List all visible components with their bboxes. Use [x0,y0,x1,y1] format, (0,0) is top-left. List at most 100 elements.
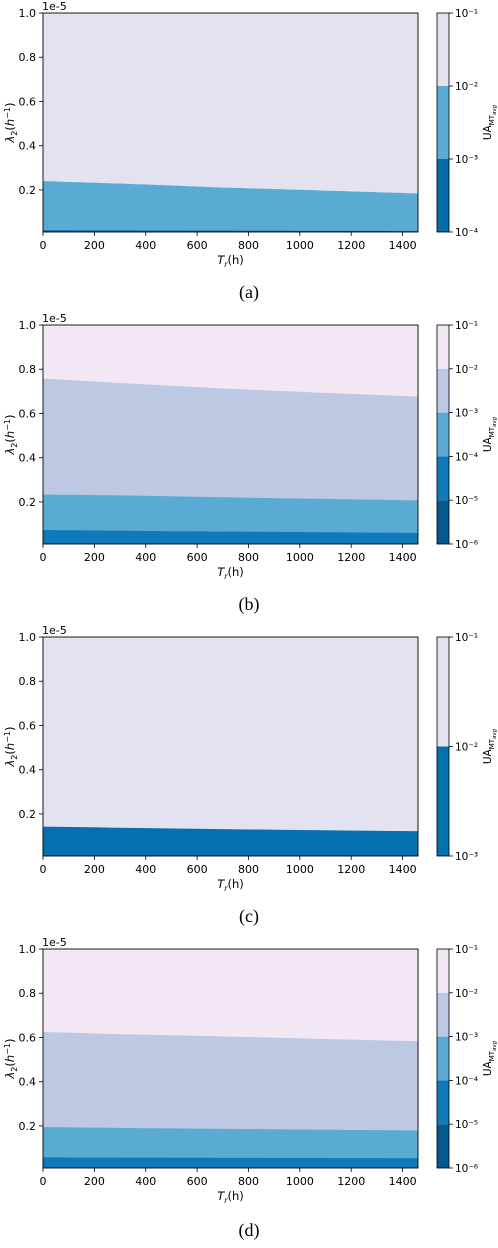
colorbar-tick-label: 10⁻⁶ [455,1163,478,1175]
y-tick-label: 0.2 [19,1120,37,1133]
y-axis-label: λ2(h−1) [3,727,19,768]
x-tick-label: 1400 [389,551,417,564]
colorbar-tick-label: 10⁻⁴ [455,1075,478,1087]
colorbar-segment [437,1080,449,1124]
colorbar-label: UAMTavg [482,416,498,452]
colorbar-tick-label: 10⁻⁵ [455,495,478,507]
y-tick-label: 0.8 [19,675,37,688]
colorbar-segment [437,1037,449,1081]
colorbar-segment [437,325,449,369]
colorbar-tick-label: 10⁻⁶ [455,539,478,551]
y-axis-label: λ2(h−1) [3,1039,19,1080]
y-tick-label: 0.4 [19,764,37,777]
x-tick-label: 0 [40,1175,47,1188]
x-tick-label: 1000 [286,551,314,564]
y-tick-label: 0.6 [19,95,37,108]
y-tick-label: 0.2 [19,808,37,821]
x-tick-label: 1400 [389,239,417,252]
contour-band [43,637,418,856]
x-tick-label: 600 [187,1175,208,1188]
x-tick-label: 800 [238,239,259,252]
x-axis-label: Tr(h) [217,565,244,581]
colorbar-segment [437,637,449,747]
y-offset-text: 1e-5 [42,0,67,13]
colorbar-segment [437,500,449,544]
x-tick-label: 400 [135,239,156,252]
x-tick-label: 1000 [286,239,314,252]
x-axis-label: Tr(h) [217,253,244,269]
y-tick-label: 0.4 [19,1076,37,1089]
colorbar-tick-label: 10⁻² [455,81,478,93]
x-tick-label: 1200 [337,551,365,564]
x-tick-label: 0 [40,239,47,252]
colorbar-segment [437,993,449,1037]
x-tick-label: 400 [135,863,156,876]
colorbar-tick-label: 10⁻¹ [455,632,478,644]
y-tick-label: 0.6 [19,719,37,732]
x-tick-label: 200 [84,551,105,564]
colorbar-segment [437,159,449,232]
colorbar-segment [437,1124,449,1168]
x-tick-label: 600 [187,863,208,876]
x-tick-label: 1200 [337,863,365,876]
y-axis-label: λ2(h−1) [3,103,19,144]
colorbar-tick-label: 10⁻⁴ [455,451,478,463]
x-tick-label: 200 [84,863,105,876]
colorbar-tick-label: 10⁻⁵ [455,1119,478,1131]
colorbar-segment [437,413,449,457]
x-tick-label: 200 [84,1175,105,1188]
colorbar-tick-label: 10⁻² [455,988,478,1000]
x-axis-label: Tr(h) [217,1189,244,1205]
x-tick-label: 600 [187,551,208,564]
colorbar-tick-label: 10⁻⁴ [455,227,478,239]
x-tick-label: 1000 [286,1175,314,1188]
x-tick-label: 400 [135,1175,156,1188]
colorbar-label: UAMTavg [482,728,498,764]
y-tick-label: 1.0 [19,943,37,956]
x-tick-label: 800 [238,551,259,564]
panel-caption-d: (d) [0,1220,498,1241]
y-offset-text: 1e-5 [42,312,67,325]
colorbar-tick-label: 10⁻³ [455,154,478,166]
contour-band [43,1157,418,1168]
x-tick-label: 200 [84,239,105,252]
x-tick-label: 1400 [389,1175,417,1188]
y-tick-label: 0.8 [19,363,37,376]
colorbar-segment [437,369,449,413]
panel-caption-c: (c) [0,906,498,927]
x-tick-label: 800 [238,1175,259,1188]
contour-chart-d: 0 200 400 600 800 1000 1200 1400 0.2 0.4 0.6 0.8 1.0… [0,936,498,1216]
y-tick-label: 0.6 [19,1031,37,1044]
x-axis-label: Tr(h) [217,877,244,893]
colorbar-label: UAMTavg [482,104,498,140]
colorbar-label: UAMTavg [482,1040,498,1076]
panel-caption-b: (b) [0,594,498,615]
x-tick-label: 1400 [389,863,417,876]
y-tick-label: 0.2 [19,184,37,197]
chart-panel-d: 0 200 400 600 800 1000 1200 1400 0.2 0.4 0.6 0.8 1.0… [0,936,498,1248]
colorbar-tick-label: 10⁻¹ [455,8,478,20]
y-tick-label: 0.2 [19,496,37,509]
colorbar-tick-label: 10⁻³ [455,1032,478,1044]
colorbar-tick-label: 10⁻¹ [455,320,478,332]
y-tick-label: 0.4 [19,452,37,465]
x-tick-label: 1200 [337,1175,365,1188]
colorbar-tick-label: 10⁻² [455,364,478,376]
colorbar-tick-label: 10⁻¹ [455,944,478,956]
y-tick-label: 0.8 [19,987,37,1000]
x-tick-label: 600 [187,239,208,252]
x-tick-label: 400 [135,551,156,564]
y-tick-label: 1.0 [19,631,37,644]
colorbar-tick-label: 10⁻³ [455,408,478,420]
y-tick-label: 0.4 [19,140,37,153]
colorbar-tick-label: 10⁻² [455,742,478,754]
x-tick-label: 800 [238,863,259,876]
y-axis-label: λ2(h−1) [3,415,19,456]
y-offset-text: 1e-5 [42,624,67,637]
y-tick-label: 0.6 [19,407,37,420]
y-tick-label: 1.0 [19,7,37,20]
